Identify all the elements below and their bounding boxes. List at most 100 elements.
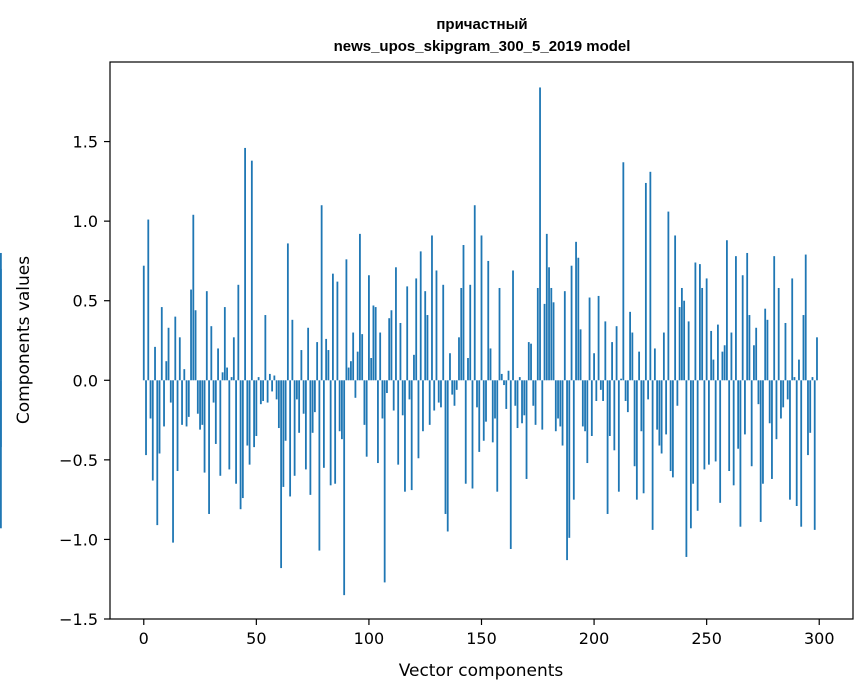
y-tick-label: −1.5 [59,610,98,629]
bar [602,380,604,401]
bar [377,380,379,464]
bar [719,380,722,503]
bar [798,359,800,381]
bar [424,291,427,381]
bar [487,260,490,381]
bar [259,380,262,405]
bar [228,380,231,470]
bar [336,281,339,381]
bar [190,289,192,381]
bar [762,380,764,484]
bar-series [0,87,818,596]
bar [156,380,159,526]
bar [647,380,650,400]
bar [505,380,508,409]
bar [417,380,420,459]
bar [696,380,699,511]
bar [205,291,208,381]
bar [692,380,695,484]
bar [293,380,296,476]
bar [651,380,654,530]
y-axis-label: Components values [14,256,34,424]
bar [176,380,179,471]
bar [782,380,785,408]
bar [534,380,537,425]
bar [590,380,593,436]
bar [575,241,577,381]
bar [741,275,744,381]
bar [536,287,539,381]
bar [354,380,357,398]
y-tick-label: −0.5 [59,451,98,470]
bar [217,348,219,381]
bar [467,358,469,381]
bar [629,311,631,381]
bar [223,307,226,381]
bar [390,310,393,381]
bar [570,265,573,381]
bar [539,87,541,381]
bar [631,332,634,381]
bar [496,380,499,492]
bar [721,351,724,381]
bar [196,380,199,414]
bar [320,205,323,381]
bar [386,380,388,394]
bar [581,380,584,427]
bar [295,380,298,400]
bar [142,265,145,381]
y-tick-label: 0.5 [73,292,98,311]
bar [311,380,314,433]
bar [0,380,2,529]
y-tick-label: 0.0 [73,371,98,390]
bar [0,252,2,381]
bar [579,329,582,381]
bar [395,267,397,381]
bar [464,380,467,484]
bar [622,162,625,381]
x-tick-label: 250 [691,629,722,648]
bar [773,256,776,381]
bar [775,380,778,440]
bar [577,257,580,381]
bar [431,235,433,381]
bar [185,380,188,427]
bar [194,310,197,381]
bar [588,297,591,381]
bar [586,380,589,464]
bar [187,380,190,417]
bar [780,380,782,419]
bar [638,351,641,381]
bar [183,369,186,381]
bar [615,326,618,381]
bar [730,332,733,381]
bar [289,380,292,497]
bar [744,380,746,435]
bar [343,380,346,596]
bar [347,367,350,381]
bar [239,380,242,510]
bar [397,380,400,465]
bar [453,380,456,406]
bar [485,380,487,422]
y-tick-label: 1.5 [73,133,98,152]
bar [617,380,620,492]
bar [266,380,269,403]
bar [753,345,755,381]
bar [732,380,735,486]
bar [433,380,436,411]
bar [802,315,805,381]
bar [662,332,665,381]
bar [352,332,355,381]
bar [167,327,170,381]
bar [593,353,595,381]
bar [757,380,760,405]
chart-subtitle: news_upos_skipgram_300_5_2019 model [334,38,631,55]
plot-frame [109,61,854,620]
bar [701,287,704,381]
bar [379,332,382,381]
bar [584,380,586,432]
bar [689,380,692,529]
bar [201,380,204,425]
